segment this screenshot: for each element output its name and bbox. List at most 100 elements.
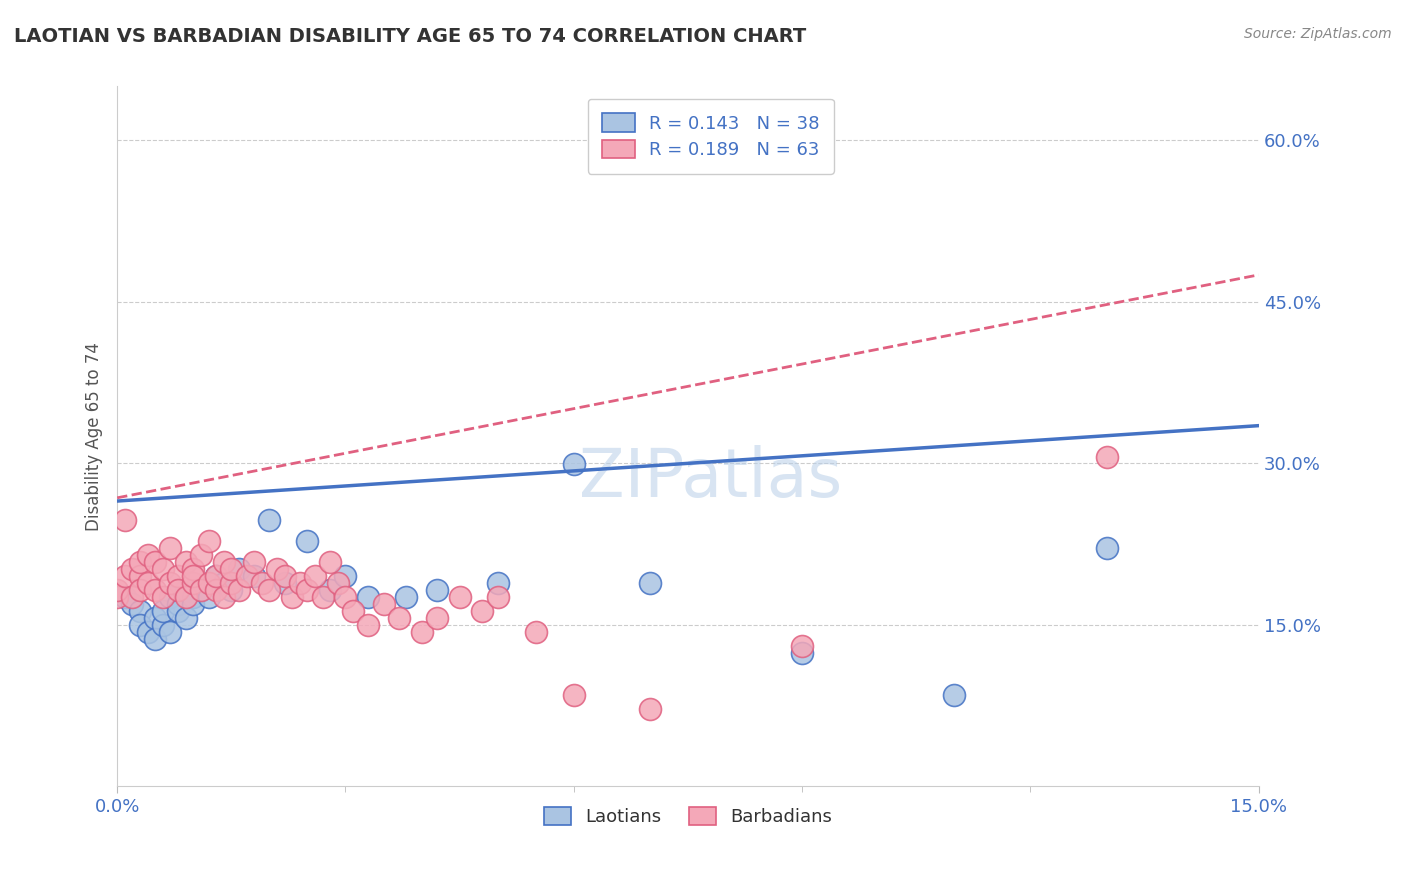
Point (129, 434, 152, 449)
Point (143, 521, 166, 535)
Point (281, 489, 304, 503)
Point (221, 478, 243, 492)
Point (143, 434, 166, 449)
Point (167, 510, 190, 524)
Point (486, 489, 509, 503)
Point (167, 456, 190, 470)
Y-axis label: Disability Age 65 to 74: Disability Age 65 to 74 (86, 342, 103, 531)
Point (159, 467, 181, 482)
Point (143, 553, 166, 567)
Point (167, 478, 190, 492)
Point (136, 467, 159, 482)
Point (273, 456, 295, 470)
Point (335, 456, 357, 470)
Point (159, 542, 181, 557)
Point (181, 445, 204, 459)
Point (174, 434, 197, 449)
Point (105, 489, 128, 503)
Point (243, 434, 266, 449)
Point (136, 542, 159, 557)
Point (121, 500, 143, 514)
Point (121, 489, 143, 503)
Point (471, 510, 494, 524)
Point (205, 456, 228, 470)
Point (638, 467, 661, 482)
Point (297, 478, 319, 492)
Point (426, 521, 449, 535)
Point (114, 370, 136, 384)
Point (152, 510, 174, 524)
Point (235, 456, 257, 470)
Legend: Laotians, Barbadians: Laotians, Barbadians (537, 799, 839, 833)
Point (357, 489, 380, 503)
Point (174, 489, 197, 503)
Point (205, 456, 228, 470)
Point (228, 445, 250, 459)
Point (259, 478, 281, 492)
Point (486, 467, 509, 482)
Point (449, 489, 471, 503)
Text: Source: ZipAtlas.com: Source: ZipAtlas.com (1244, 27, 1392, 41)
Point (129, 478, 152, 492)
Point (395, 489, 418, 503)
Point (129, 456, 152, 470)
Point (1095, 273, 1118, 287)
Point (342, 510, 364, 524)
Point (357, 532, 380, 546)
Point (426, 478, 449, 492)
Point (197, 489, 219, 503)
Point (638, 661, 661, 675)
Point (212, 434, 235, 449)
Point (152, 489, 174, 503)
Point (205, 478, 228, 492)
Point (373, 500, 395, 514)
Point (159, 489, 181, 503)
Text: LAOTIAN VS BARBADIAN DISABILITY AGE 65 TO 74 CORRELATION CHART: LAOTIAN VS BARBADIAN DISABILITY AGE 65 T… (14, 27, 806, 45)
Point (562, 640, 585, 654)
Point (326, 467, 349, 482)
Point (181, 500, 204, 514)
Point (129, 510, 152, 524)
Point (243, 456, 266, 470)
Point (114, 489, 136, 503)
Point (152, 532, 174, 546)
Point (159, 413, 181, 427)
Point (181, 456, 204, 470)
Point (388, 521, 411, 535)
Point (304, 456, 326, 470)
Point (297, 402, 319, 417)
Point (212, 489, 235, 503)
Point (136, 424, 159, 438)
Point (221, 445, 243, 459)
Point (174, 478, 197, 492)
Point (129, 532, 152, 546)
Point (319, 434, 342, 449)
Text: ZIPatlas: ZIPatlas (579, 445, 842, 511)
Point (197, 467, 219, 482)
Point (1095, 413, 1118, 427)
Point (562, 284, 585, 298)
Point (250, 467, 273, 482)
Point (212, 467, 235, 482)
Point (259, 370, 281, 384)
Point (273, 467, 295, 482)
Point (197, 402, 219, 417)
Point (311, 489, 333, 503)
Point (943, 640, 966, 654)
Point (114, 456, 136, 470)
Point (335, 489, 357, 503)
Point (266, 445, 288, 459)
Point (288, 467, 311, 482)
Point (152, 445, 174, 459)
Point (181, 467, 204, 482)
Point (790, 574, 813, 589)
Point (190, 424, 212, 438)
Point (228, 478, 250, 492)
Point (105, 478, 128, 492)
Point (524, 542, 547, 557)
Point (190, 478, 212, 492)
Point (167, 500, 190, 514)
Point (790, 564, 813, 578)
Point (411, 542, 433, 557)
Point (174, 521, 197, 535)
